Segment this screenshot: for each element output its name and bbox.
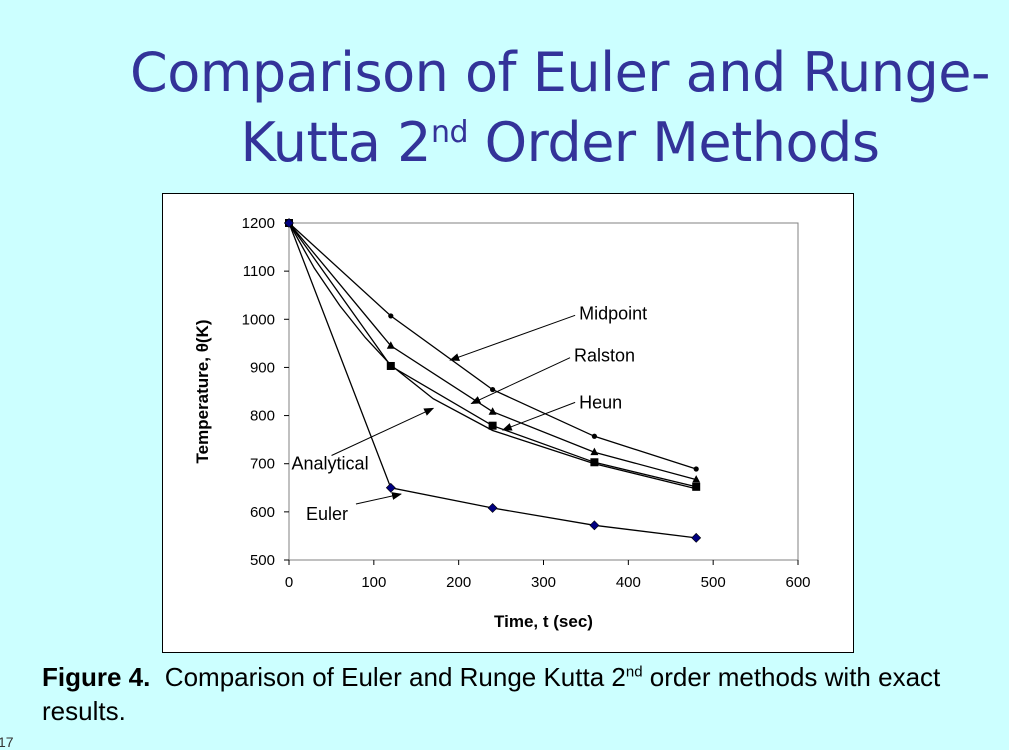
series-line-euler — [288, 222, 697, 539]
series-line-ralston — [288, 222, 697, 481]
y-axis-label: Temperature, θ(K) — [193, 320, 212, 464]
point-euler — [385, 482, 396, 493]
point-heun — [692, 482, 701, 491]
figure-caption: Figure 4. Comparison of Euler and Runge … — [42, 660, 992, 728]
title-line-2-start: Kutta 2 — [240, 111, 432, 174]
caption-superscript: nd — [625, 663, 643, 681]
series-line-midpoint — [288, 222, 697, 470]
slide-title: Comparison of Euler and Runge- Kutta 2nd… — [120, 38, 1000, 178]
point-midpoint — [388, 313, 394, 319]
series-line-analytical — [288, 222, 697, 490]
y-tick-label: 500 — [250, 552, 275, 569]
y-tick-label: 800 — [250, 408, 275, 425]
y-tick-label: 600 — [250, 504, 275, 521]
point-ralston — [692, 475, 701, 483]
point-euler — [284, 218, 294, 228]
point-euler — [589, 520, 600, 531]
x-tick-label: 100 — [361, 574, 386, 591]
y-tick-label: 1200 — [242, 215, 275, 232]
annotation-label-ralston: Ralston — [574, 346, 635, 366]
x-tick-label: 300 — [531, 574, 556, 591]
title-line-2: Kutta 2nd Order Methods — [120, 108, 1000, 178]
annotation-label-midpoint: Midpoint — [579, 303, 647, 323]
x-tick-label: 400 — [616, 574, 641, 591]
slide-number: 17 — [0, 734, 14, 750]
title-line-1: Comparison of Euler and Runge- — [130, 41, 990, 104]
title-line-2-end: Order Methods — [468, 111, 880, 174]
caption-text-start: Comparison of Euler and Runge Kutta 2 — [150, 662, 626, 692]
annotation-arrow-ralston — [470, 357, 571, 404]
plot-area — [288, 222, 799, 561]
caption-label: Figure 4. — [42, 662, 151, 692]
point-ralston — [386, 341, 395, 349]
y-tick-label: 1000 — [242, 311, 275, 328]
annotation-arrow-analytical — [331, 407, 435, 456]
annotation-arrow-heun — [501, 401, 576, 431]
x-tick-label: 500 — [701, 574, 726, 591]
title-superscript: nd — [430, 115, 469, 150]
point-euler — [487, 503, 498, 513]
x-tick-label: 600 — [785, 574, 810, 591]
annotation-label-euler: Euler — [306, 504, 348, 524]
point-euler — [691, 532, 702, 543]
point-ralston — [488, 407, 497, 415]
x-tick-label: 0 — [285, 574, 293, 591]
point-midpoint — [591, 433, 597, 439]
point-heun — [488, 421, 497, 430]
annotation-arrow-euler — [355, 492, 402, 505]
caption-text-end: order methods with exact results. — [42, 662, 941, 726]
point-midpoint — [693, 466, 699, 472]
line-chart: 500 600 700 800 900 1000 1100 1200 0 100 200 300 400… — [193, 215, 811, 631]
x-axis-label: Time, t (sec) — [494, 612, 593, 631]
chart-container: 500 600 700 800 900 1000 1100 1200 0 100 200 300 400… — [162, 193, 854, 653]
x-tick-label: 200 — [446, 574, 471, 591]
point-heun — [386, 361, 395, 370]
point-heun — [590, 458, 599, 467]
y-tick-label: 700 — [250, 456, 275, 473]
point-midpoint — [490, 386, 496, 393]
annotation-label-analytical: Analytical — [292, 453, 369, 473]
annotation-arrow-midpoint — [449, 314, 576, 361]
annotation-label-heun: Heun — [579, 392, 622, 412]
y-tick-label: 1100 — [243, 263, 275, 280]
y-tick-label: 900 — [250, 359, 275, 376]
point-ralston — [590, 447, 599, 456]
